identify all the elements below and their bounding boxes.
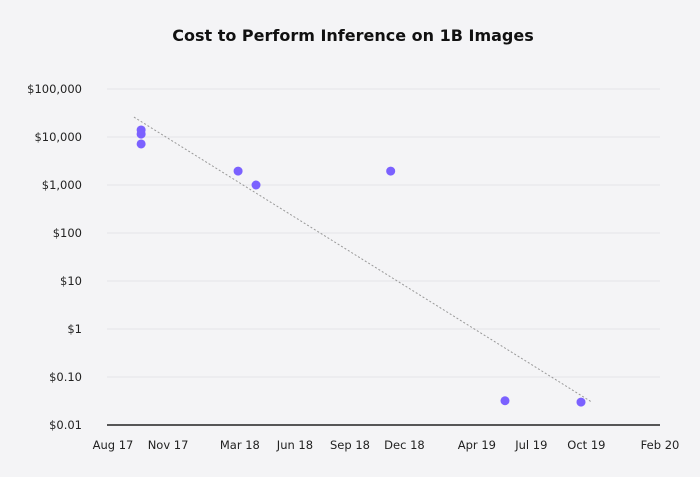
y-tick-label: $10 bbox=[60, 274, 82, 288]
x-tick-label: Nov 17 bbox=[148, 438, 189, 452]
y-tick-label: $1,000 bbox=[42, 178, 82, 192]
y-tick-label: $100 bbox=[53, 226, 82, 240]
y-tick-label: $0.01 bbox=[49, 418, 82, 432]
x-tick-label: Jul 19 bbox=[514, 438, 547, 452]
data-point bbox=[500, 396, 510, 406]
data-point bbox=[136, 129, 146, 139]
data-point bbox=[576, 397, 586, 407]
x-tick-label: Apr 19 bbox=[458, 438, 496, 452]
x-tick-label: Mar 18 bbox=[220, 438, 260, 452]
data-point bbox=[251, 180, 261, 190]
y-tick-label: $1 bbox=[67, 322, 82, 336]
chart-title: Cost to Perform Inference on 1B Images bbox=[172, 26, 534, 45]
x-tick-label: Sep 18 bbox=[330, 438, 370, 452]
trendline bbox=[133, 116, 593, 403]
data-point bbox=[386, 166, 396, 176]
x-tick-label: Aug 17 bbox=[93, 438, 134, 452]
x-tick-label: Jun 18 bbox=[276, 438, 313, 452]
y-tick-label: $100,000 bbox=[27, 82, 82, 96]
y-tick-label: $10,000 bbox=[34, 130, 82, 144]
y-tick-label: $0.10 bbox=[49, 370, 82, 384]
x-tick-label: Dec 18 bbox=[384, 438, 425, 452]
x-tick-label: Oct 19 bbox=[567, 438, 605, 452]
data-point bbox=[233, 166, 243, 176]
x-tick-label: Feb 20 bbox=[641, 438, 680, 452]
data-point bbox=[136, 139, 146, 149]
